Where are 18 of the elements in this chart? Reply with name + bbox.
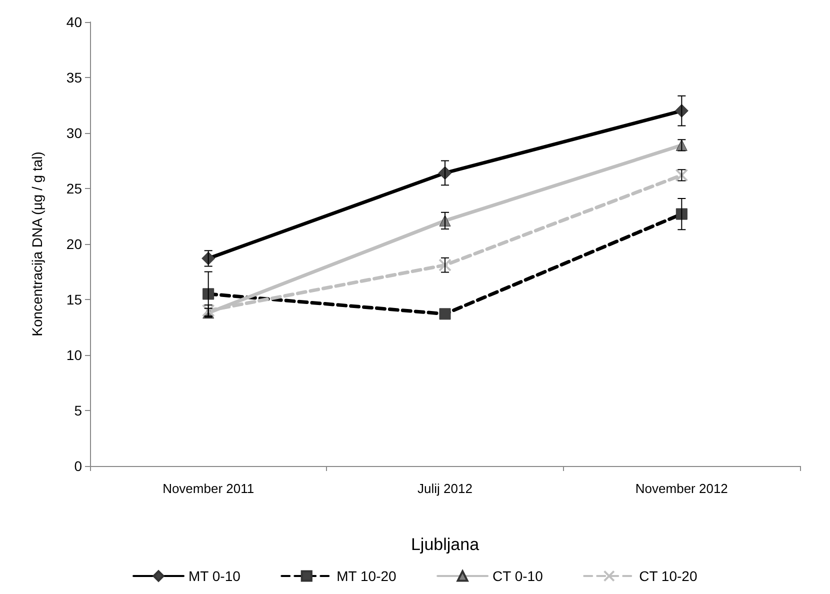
y-tick-label: 35 [66, 70, 82, 86]
legend-label: CT 0-10 [492, 568, 544, 584]
x-tick-label: November 2011 [162, 481, 254, 496]
legend-label: CT 10-20 [639, 568, 698, 584]
y-tick-label: 40 [66, 14, 82, 30]
legend-label: MT 10-20 [336, 568, 397, 584]
y-tick-label: 10 [66, 347, 82, 363]
x-tick-label: Julij 2012 [418, 481, 472, 496]
y-tick-label: 30 [66, 125, 82, 141]
x-axis-title: Ljubljana [410, 535, 480, 554]
y-axis-title: Koncentracija DNA (µg / g tal) [29, 152, 45, 336]
y-tick-label: 15 [66, 292, 82, 308]
legend-label: MT 0-10 [188, 568, 241, 584]
y-tick-label: 25 [66, 180, 82, 196]
y-tick-label: 0 [74, 458, 82, 474]
y-tick-label: 20 [66, 236, 82, 252]
x-tick-label: November 2012 [635, 481, 728, 496]
y-tick-label: 5 [74, 402, 82, 418]
